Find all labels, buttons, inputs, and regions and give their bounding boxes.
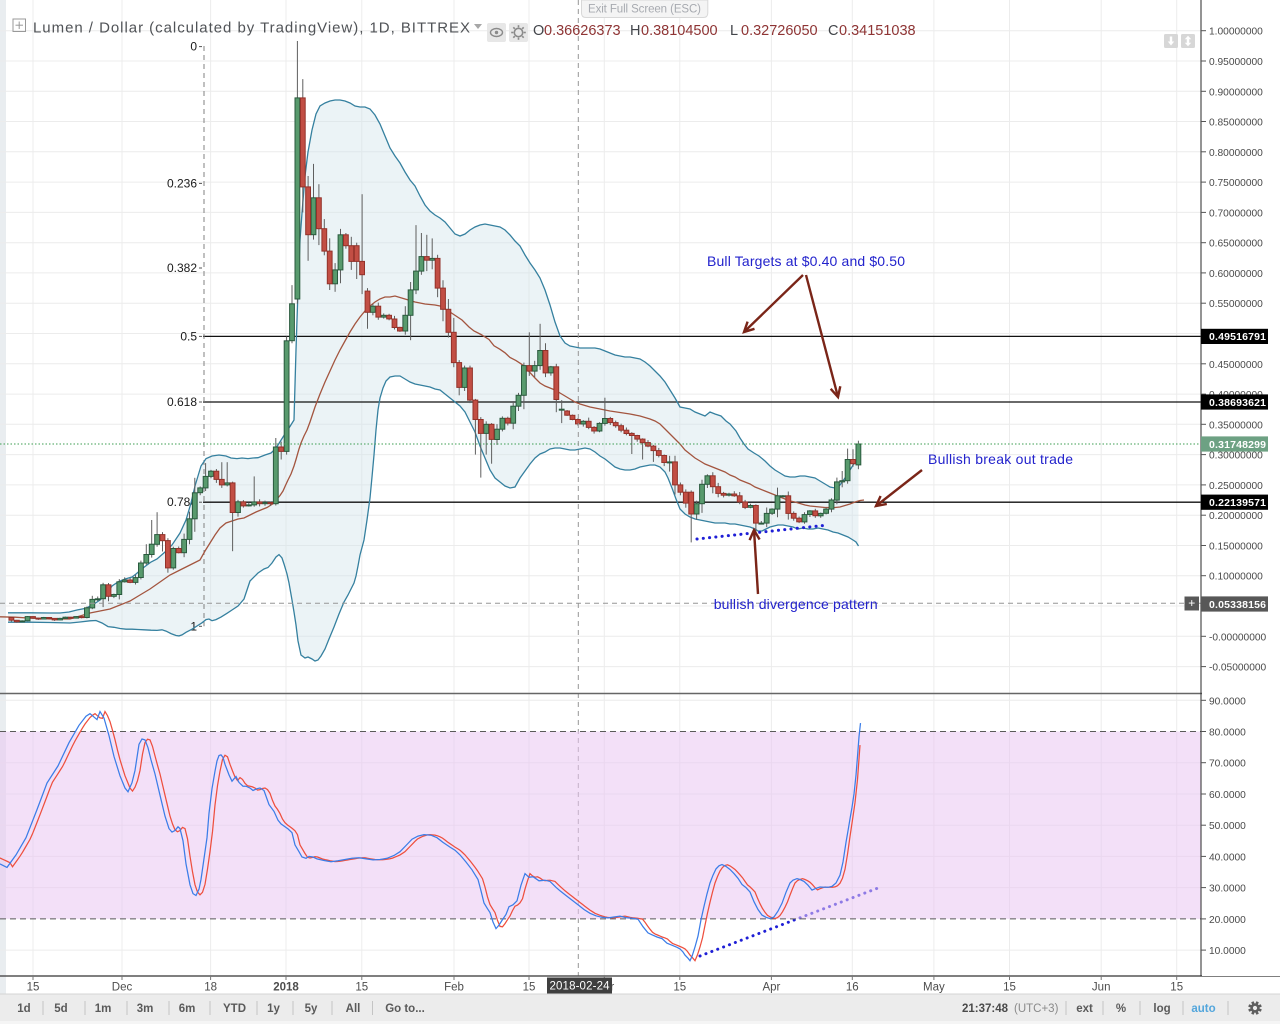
svg-text:0.70000000: 0.70000000 bbox=[1209, 208, 1263, 219]
svg-text:21:37:48: 21:37:48 bbox=[962, 1003, 1009, 1015]
svg-text:0.236: 0.236 bbox=[167, 176, 197, 190]
svg-text:Dec: Dec bbox=[112, 982, 133, 994]
svg-text:H: H bbox=[630, 23, 640, 39]
svg-text:0.30000000: 0.30000000 bbox=[1209, 451, 1263, 462]
svg-text:20.0000: 20.0000 bbox=[1209, 915, 1246, 926]
svg-text:0.31748299: 0.31748299 bbox=[1209, 439, 1266, 451]
svg-text:80.0000: 80.0000 bbox=[1209, 728, 1246, 739]
svg-text:1m: 1m bbox=[95, 1003, 112, 1015]
svg-text:0.05338156: 0.05338156 bbox=[1209, 599, 1266, 611]
svg-text:auto: auto bbox=[1191, 1003, 1215, 1015]
svg-text:Jun: Jun bbox=[1092, 982, 1111, 994]
svg-text:90.0000: 90.0000 bbox=[1209, 696, 1246, 707]
svg-text:Bullish break out trade: Bullish break out trade bbox=[928, 451, 1073, 467]
svg-text:ext: ext bbox=[1076, 1003, 1093, 1015]
svg-text:+: + bbox=[1188, 596, 1195, 610]
svg-text:0.75000000: 0.75000000 bbox=[1209, 178, 1263, 189]
svg-text:40.0000: 40.0000 bbox=[1209, 852, 1246, 863]
svg-text:1: 1 bbox=[190, 619, 197, 633]
svg-text:0.65000000: 0.65000000 bbox=[1209, 239, 1263, 250]
svg-text:Go to...: Go to... bbox=[385, 1003, 425, 1015]
svg-text:15: 15 bbox=[1003, 982, 1016, 994]
svg-text:0.55000000: 0.55000000 bbox=[1209, 299, 1263, 310]
svg-text:5y: 5y bbox=[305, 1003, 318, 1015]
svg-text:0.32726050: 0.32726050 bbox=[741, 23, 818, 39]
svg-text:0.85000000: 0.85000000 bbox=[1209, 118, 1263, 129]
svg-text:(UTC+3): (UTC+3) bbox=[1014, 1003, 1059, 1015]
svg-text:70.0000: 70.0000 bbox=[1209, 759, 1246, 770]
svg-text:bullish divergence pattern: bullish divergence pattern bbox=[714, 596, 878, 612]
svg-text:0.95000000: 0.95000000 bbox=[1209, 57, 1263, 68]
svg-text:0.38693621: 0.38693621 bbox=[1209, 397, 1266, 409]
svg-text:1.00000000: 1.00000000 bbox=[1209, 27, 1263, 38]
svg-text:10.0000: 10.0000 bbox=[1209, 946, 1246, 957]
svg-text:0.15000000: 0.15000000 bbox=[1209, 542, 1263, 553]
svg-text:0.36626373: 0.36626373 bbox=[544, 23, 621, 39]
svg-text:60.0000: 60.0000 bbox=[1209, 790, 1246, 801]
svg-text:0.45000000: 0.45000000 bbox=[1209, 360, 1263, 371]
svg-text:0.25000000: 0.25000000 bbox=[1209, 481, 1263, 492]
svg-text:30.0000: 30.0000 bbox=[1209, 884, 1246, 895]
svg-text:0.382: 0.382 bbox=[167, 261, 197, 275]
svg-text:1d: 1d bbox=[17, 1003, 30, 1015]
svg-text:-0.05000000: -0.05000000 bbox=[1209, 663, 1267, 674]
svg-text:O: O bbox=[533, 23, 544, 39]
svg-text:1y: 1y bbox=[267, 1003, 280, 1015]
svg-text:5d: 5d bbox=[54, 1003, 67, 1015]
svg-text:All: All bbox=[346, 1003, 361, 1015]
svg-text:L: L bbox=[730, 23, 738, 39]
svg-text:0.35000000: 0.35000000 bbox=[1209, 420, 1263, 431]
svg-text:15: 15 bbox=[355, 982, 368, 994]
svg-text:Exit Full Screen (ESC): Exit Full Screen (ESC) bbox=[588, 4, 701, 16]
svg-text:2018-02-24: 2018-02-24 bbox=[550, 981, 611, 993]
svg-text:15: 15 bbox=[523, 982, 536, 994]
svg-text:6m: 6m bbox=[179, 1003, 196, 1015]
svg-text:0.22139571: 0.22139571 bbox=[1209, 497, 1266, 509]
svg-text:C: C bbox=[828, 23, 838, 39]
svg-text:Lumen / Dollar (calculated by: Lumen / Dollar (calculated by TradingVie… bbox=[33, 20, 470, 37]
svg-text:0.5: 0.5 bbox=[180, 329, 197, 343]
svg-text:log: log bbox=[1153, 1003, 1170, 1015]
svg-text:15: 15 bbox=[1170, 982, 1183, 994]
svg-text:May: May bbox=[923, 982, 945, 994]
svg-text:0.20000000: 0.20000000 bbox=[1209, 511, 1263, 522]
svg-text:Bull Targets at $0.40 and $0.5: Bull Targets at $0.40 and $0.50 bbox=[707, 253, 905, 269]
svg-text:Feb: Feb bbox=[444, 982, 464, 994]
svg-text:16: 16 bbox=[846, 982, 859, 994]
svg-text:0.618: 0.618 bbox=[167, 395, 197, 409]
svg-text:0.90000000: 0.90000000 bbox=[1209, 87, 1263, 98]
svg-text:15: 15 bbox=[27, 982, 40, 994]
svg-text:0.60000000: 0.60000000 bbox=[1209, 269, 1263, 280]
svg-text:3m: 3m bbox=[137, 1003, 154, 1015]
svg-text:-0.00000000: -0.00000000 bbox=[1209, 632, 1267, 643]
svg-text:0.34151038: 0.34151038 bbox=[839, 23, 916, 39]
svg-text:50.0000: 50.0000 bbox=[1209, 821, 1246, 832]
svg-text:Apr: Apr bbox=[762, 982, 780, 994]
svg-text:0.80000000: 0.80000000 bbox=[1209, 148, 1263, 159]
svg-text:18: 18 bbox=[204, 982, 217, 994]
svg-text:0.10000000: 0.10000000 bbox=[1209, 572, 1263, 583]
svg-text:0: 0 bbox=[190, 40, 197, 54]
svg-text:0.49516791: 0.49516791 bbox=[1209, 331, 1266, 343]
svg-text:0.38104500: 0.38104500 bbox=[641, 23, 718, 39]
svg-text:YTD: YTD bbox=[223, 1003, 246, 1015]
svg-text:2018: 2018 bbox=[273, 982, 299, 994]
svg-text:15: 15 bbox=[673, 982, 686, 994]
svg-text:%: % bbox=[1116, 1003, 1126, 1015]
